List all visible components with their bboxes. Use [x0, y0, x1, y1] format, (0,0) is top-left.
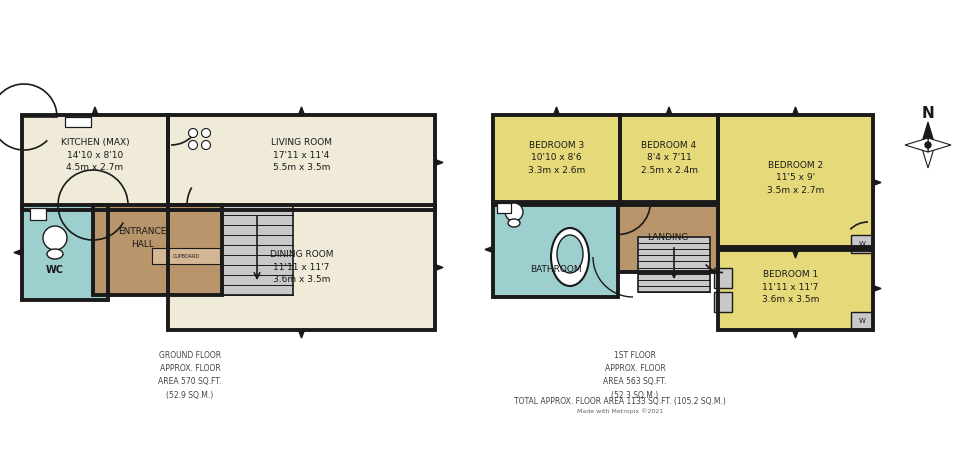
Text: GROUND FLOOR
APPROX. FLOOR
AREA 570 SQ.FT.
(52.9 SQ.M.): GROUND FLOOR APPROX. FLOOR AREA 570 SQ.F… — [159, 351, 221, 400]
Text: N: N — [921, 105, 934, 121]
Bar — [93, 205, 222, 295]
Bar — [851, 312, 873, 330]
Polygon shape — [793, 330, 799, 338]
Text: TOTAL APPROX. FLOOR AREA 1133 SQ.FT. (105.2 SQ.M.): TOTAL APPROX. FLOOR AREA 1133 SQ.FT. (10… — [514, 397, 726, 406]
Polygon shape — [873, 180, 881, 185]
Bar — [493, 202, 618, 297]
Polygon shape — [873, 285, 881, 292]
Polygon shape — [921, 145, 935, 168]
Ellipse shape — [551, 228, 589, 286]
Bar — [714, 292, 732, 312]
Text: 1ST FLOOR
APPROX. FLOOR
AREA 563 SQ.FT.
(52.3 SQ.M.): 1ST FLOOR APPROX. FLOOR AREA 563 SQ.FT. … — [604, 351, 666, 400]
Bar — [65, 117, 91, 127]
Circle shape — [505, 203, 523, 221]
Text: BATHROOM: BATHROOM — [529, 266, 581, 274]
Ellipse shape — [508, 219, 520, 227]
Circle shape — [188, 129, 198, 138]
Bar — [851, 235, 873, 253]
Bar — [638, 237, 710, 292]
Polygon shape — [435, 265, 443, 270]
Ellipse shape — [557, 235, 583, 273]
Polygon shape — [14, 249, 22, 256]
Polygon shape — [299, 330, 305, 338]
Circle shape — [925, 142, 931, 148]
Text: W: W — [858, 318, 865, 324]
Polygon shape — [666, 107, 672, 115]
Polygon shape — [928, 138, 951, 152]
Bar — [714, 268, 732, 288]
Bar — [714, 292, 732, 312]
Bar — [638, 237, 710, 292]
Polygon shape — [905, 138, 928, 152]
Bar — [618, 202, 718, 272]
Polygon shape — [793, 250, 799, 258]
Bar — [22, 205, 108, 300]
Text: BEDROOM 3
10'10 x 8'6
3.3m x 2.6m: BEDROOM 3 10'10 x 8'6 3.3m x 2.6m — [528, 141, 585, 175]
Bar — [222, 205, 293, 295]
Bar — [718, 115, 873, 250]
Bar — [93, 205, 222, 295]
Bar — [22, 115, 168, 210]
Polygon shape — [554, 107, 560, 115]
Bar — [851, 312, 873, 330]
Bar — [618, 202, 718, 272]
Polygon shape — [793, 107, 799, 115]
Bar — [493, 115, 620, 205]
Bar — [620, 115, 718, 205]
Text: LIVING ROOM
17'11 x 11'4
5.5m x 3.5m: LIVING ROOM 17'11 x 11'4 5.5m x 3.5m — [271, 138, 332, 172]
Text: Made with Metropix ©2021: Made with Metropix ©2021 — [577, 408, 663, 414]
Text: CUPBOARD: CUPBOARD — [172, 253, 200, 258]
Polygon shape — [299, 107, 305, 115]
Bar — [65, 117, 91, 127]
Bar — [168, 115, 435, 210]
Bar — [30, 208, 46, 220]
Bar — [22, 115, 168, 210]
Text: W: W — [858, 241, 865, 247]
Polygon shape — [92, 107, 98, 115]
Polygon shape — [485, 247, 493, 252]
Bar — [168, 115, 435, 210]
Bar — [152, 248, 220, 264]
Bar — [718, 115, 873, 250]
Circle shape — [202, 140, 211, 149]
Bar — [222, 205, 293, 295]
Text: ENTRANCE
HALL: ENTRANCE HALL — [119, 227, 167, 249]
Ellipse shape — [47, 249, 63, 259]
Bar — [718, 247, 873, 330]
Bar — [497, 203, 511, 213]
Bar — [22, 205, 108, 300]
Text: BEDROOM 1
11'11 x 11'7
3.6m x 3.5m: BEDROOM 1 11'11 x 11'7 3.6m x 3.5m — [761, 270, 819, 304]
Circle shape — [188, 140, 198, 149]
Bar — [714, 268, 732, 288]
Bar — [493, 115, 620, 205]
Text: WC: WC — [46, 265, 64, 275]
Text: BEDROOM 2
11'5 x 9'
3.5m x 2.7m: BEDROOM 2 11'5 x 9' 3.5m x 2.7m — [767, 161, 824, 195]
Bar — [168, 205, 435, 330]
Polygon shape — [921, 122, 935, 145]
Bar — [30, 208, 46, 220]
Bar — [152, 248, 220, 264]
Bar — [718, 247, 873, 330]
Bar — [493, 202, 618, 297]
Text: KITCHEN (MAX)
14'10 x 8'10
4.5m x 2.7m: KITCHEN (MAX) 14'10 x 8'10 4.5m x 2.7m — [61, 138, 129, 172]
Bar — [620, 115, 718, 205]
Bar — [851, 235, 873, 253]
Circle shape — [202, 129, 211, 138]
Bar — [497, 203, 511, 213]
Text: BEDROOM 4
8'4 x 7'11
2.5m x 2.4m: BEDROOM 4 8'4 x 7'11 2.5m x 2.4m — [641, 141, 698, 175]
Text: DINING ROOM
11'11 x 11'7
3.6m x 3.5m: DINING ROOM 11'11 x 11'7 3.6m x 3.5m — [270, 250, 333, 284]
Bar — [168, 205, 435, 330]
Circle shape — [43, 226, 67, 250]
Text: LANDING: LANDING — [648, 233, 689, 242]
Polygon shape — [435, 159, 443, 166]
